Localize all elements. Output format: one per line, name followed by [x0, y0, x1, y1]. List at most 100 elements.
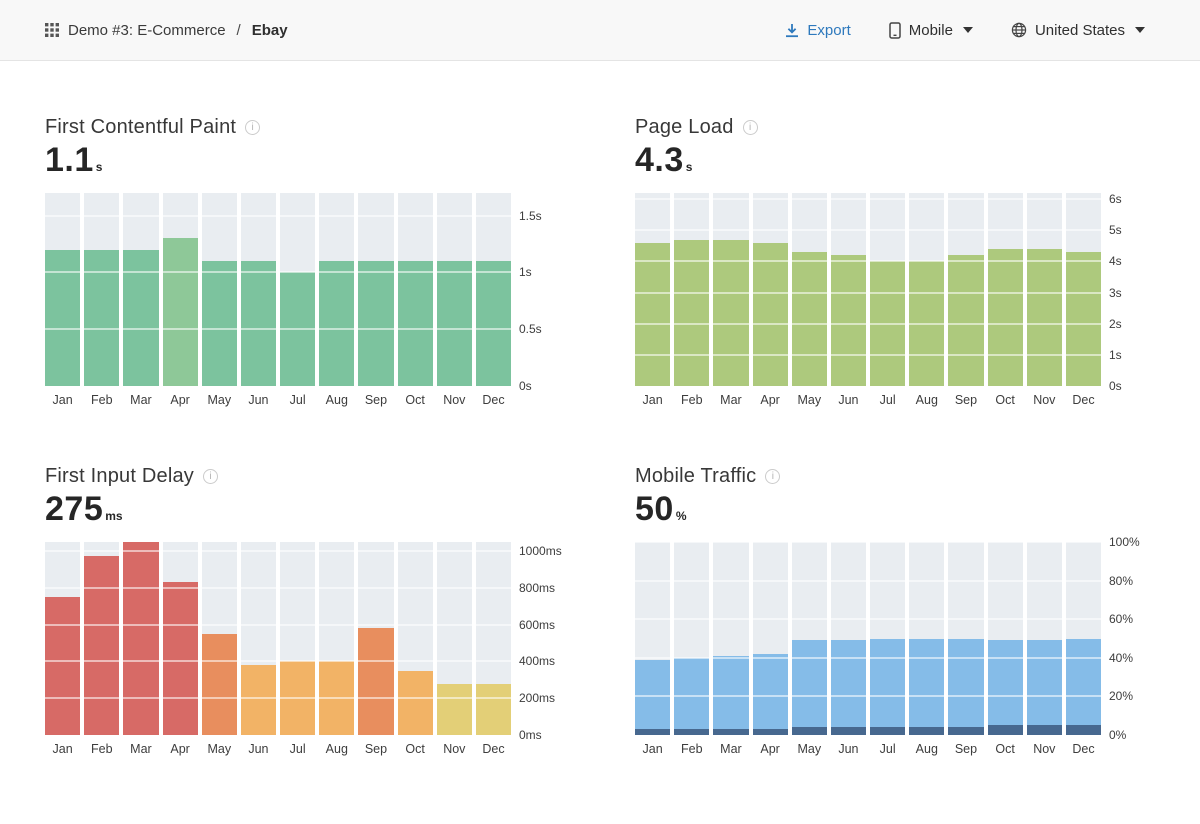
- axis-tick-label: 0s: [1109, 379, 1122, 393]
- bar-top-segment-jun[interactable]: [830, 640, 867, 728]
- month-label-aug: Aug: [325, 742, 348, 756]
- bar-jul[interactable]: [280, 272, 316, 386]
- bar-jul[interactable]: [280, 661, 316, 735]
- month-label-apr: Apr: [170, 393, 190, 407]
- bar-bottom-segment-mar[interactable]: [713, 729, 749, 735]
- bar-dec[interactable]: [1065, 252, 1102, 386]
- axis-tick-label: 60%: [1109, 612, 1134, 627]
- bar-top-segment-jul[interactable]: [870, 638, 906, 728]
- bar-jan[interactable]: [635, 242, 671, 386]
- bar-nov[interactable]: [1026, 249, 1062, 386]
- axis-tick-label: 3s: [1109, 285, 1122, 300]
- bar-aug[interactable]: [909, 261, 945, 386]
- bar-jun[interactable]: [240, 261, 277, 386]
- plot-area: [635, 193, 1102, 386]
- bar-may[interactable]: [791, 252, 827, 386]
- info-icon[interactable]: i: [245, 120, 261, 135]
- bar-bottom-segment-jan[interactable]: [635, 729, 671, 735]
- bar-mar[interactable]: [123, 542, 159, 735]
- bar-track-apr: [752, 542, 788, 735]
- month-label-oct: Oct: [405, 393, 425, 407]
- breadcrumb-project[interactable]: Demo #3: E-Commerce: [68, 21, 226, 39]
- info-icon[interactable]: i: [765, 469, 781, 484]
- bar-top-segment-mar[interactable]: [713, 655, 749, 730]
- bar-bottom-segment-apr[interactable]: [752, 729, 788, 735]
- bar-dec[interactable]: [475, 683, 512, 735]
- export-button[interactable]: Export: [785, 22, 851, 39]
- bar-jul[interactable]: [870, 261, 906, 386]
- bar-bottom-segment-jul[interactable]: [870, 727, 906, 735]
- bar-bottom-segment-may[interactable]: [791, 727, 827, 735]
- bar-oct[interactable]: [987, 249, 1023, 386]
- month-label-dec: Dec: [482, 742, 505, 756]
- bar-mar[interactable]: [713, 239, 749, 386]
- month-label-jan: Jan: [642, 742, 663, 756]
- month-label-feb: Feb: [90, 393, 113, 407]
- month-label-mar: Mar: [130, 742, 152, 756]
- axis-tick-label: 0s: [519, 379, 532, 393]
- bar-dec[interactable]: [475, 261, 512, 386]
- plot-area: [45, 193, 512, 386]
- bar-may[interactable]: [201, 633, 237, 735]
- bar-top-segment-dec[interactable]: [1065, 638, 1102, 726]
- bar-mar[interactable]: [123, 249, 159, 386]
- month-label-nov: Nov: [443, 393, 466, 407]
- bar-top-segment-jan[interactable]: [635, 659, 671, 730]
- device-dropdown[interactable]: Mobile: [889, 22, 973, 39]
- bar-feb[interactable]: [84, 249, 120, 386]
- bar-jan[interactable]: [45, 249, 81, 386]
- bar-jun[interactable]: [240, 665, 277, 735]
- bar-track-may: [791, 193, 827, 386]
- bar-top-segment-oct[interactable]: [987, 640, 1023, 726]
- info-icon[interactable]: i: [203, 469, 219, 484]
- bar-sep[interactable]: [358, 628, 394, 735]
- month-label-jul: Jul: [879, 393, 896, 407]
- bar-bottom-segment-dec[interactable]: [1065, 725, 1102, 735]
- month-label-mar: Mar: [720, 393, 742, 407]
- top-bar: Demo #3: E-Commerce / Ebay Export Mobile: [0, 0, 1200, 61]
- bar-top-segment-sep[interactable]: [948, 638, 984, 728]
- bar-bottom-segment-nov[interactable]: [1026, 725, 1062, 735]
- axis-tick-label: 1.5s: [519, 208, 542, 223]
- bar-top-segment-feb[interactable]: [674, 657, 710, 730]
- breadcrumb: Demo #3: E-Commerce / Ebay: [45, 22, 288, 39]
- x-axis-months: Jan Feb Mar Apr May Jun Jul Aug Sep Oct Nov Dec: [635, 742, 1155, 756]
- metric-unit: s: [685, 160, 693, 174]
- bar-feb[interactable]: [674, 239, 710, 386]
- bar-bottom-segment-jun[interactable]: [830, 727, 867, 735]
- bar-track-jul: [870, 193, 906, 386]
- bar-nov[interactable]: [436, 261, 472, 386]
- bar-bottom-segment-aug[interactable]: [909, 727, 945, 735]
- country-dropdown[interactable]: United States: [1011, 22, 1145, 39]
- bar-jun[interactable]: [830, 255, 867, 386]
- bar-track-jul: [280, 542, 316, 735]
- bar-nov[interactable]: [436, 683, 472, 735]
- bar-top-segment-nov[interactable]: [1026, 640, 1062, 726]
- chart-title-mobile-traffic: Mobile Traffic: [635, 465, 757, 487]
- bar-apr[interactable]: [752, 242, 788, 386]
- bar-top-segment-apr[interactable]: [752, 653, 788, 730]
- bar-feb[interactable]: [84, 555, 120, 735]
- bar-aug[interactable]: [319, 261, 355, 386]
- bar-top-segment-aug[interactable]: [909, 638, 945, 728]
- y-axis: 0ms 200ms 400ms 600ms 800ms 1000ms: [511, 542, 565, 742]
- bar-track-oct: [397, 542, 433, 735]
- bar-oct[interactable]: [397, 261, 433, 386]
- bar-apr[interactable]: [162, 582, 198, 735]
- bar-track-sep: [948, 193, 984, 386]
- bar-sep[interactable]: [358, 261, 394, 386]
- bar-oct[interactable]: [397, 670, 433, 735]
- y-axis: 0% 20% 40% 60% 80% 100%: [1101, 535, 1155, 742]
- bar-may[interactable]: [201, 261, 237, 386]
- bar-bottom-segment-sep[interactable]: [948, 727, 984, 735]
- bar-bottom-segment-oct[interactable]: [987, 725, 1023, 735]
- bar-bottom-segment-feb[interactable]: [674, 729, 710, 735]
- bar-aug[interactable]: [319, 661, 355, 735]
- info-icon[interactable]: i: [742, 120, 758, 135]
- bar-sep[interactable]: [948, 255, 984, 386]
- bar-jan[interactable]: [45, 597, 81, 735]
- bar-top-segment-may[interactable]: [791, 640, 827, 728]
- bar-track-may: [791, 542, 827, 735]
- bar-apr[interactable]: [162, 238, 198, 386]
- bar-track-dec: [475, 193, 512, 386]
